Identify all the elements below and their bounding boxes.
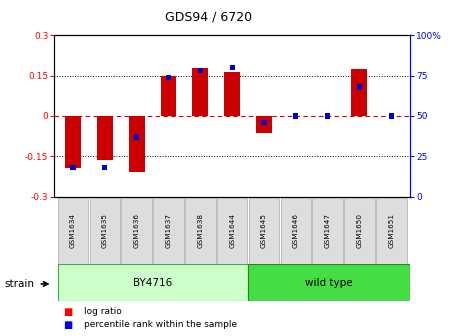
Text: GSM1637: GSM1637 xyxy=(166,213,172,249)
Text: GSM1651: GSM1651 xyxy=(388,213,394,249)
Bar xyxy=(134,134,139,139)
Text: strain: strain xyxy=(5,279,35,289)
Text: GSM1645: GSM1645 xyxy=(261,213,267,249)
Text: BY4716: BY4716 xyxy=(133,278,173,288)
Bar xyxy=(376,198,407,264)
Bar xyxy=(102,165,107,170)
Bar xyxy=(230,65,234,70)
Bar xyxy=(256,116,272,133)
Bar xyxy=(293,113,298,119)
Bar xyxy=(90,198,120,264)
Text: GSM1635: GSM1635 xyxy=(102,213,108,249)
Bar xyxy=(70,165,76,170)
Bar xyxy=(97,116,113,160)
Bar xyxy=(389,113,394,119)
Text: GSM1646: GSM1646 xyxy=(293,213,299,249)
Text: wild type: wild type xyxy=(305,278,353,288)
Bar xyxy=(65,116,81,168)
Bar xyxy=(160,76,176,116)
Bar xyxy=(351,70,367,116)
Bar xyxy=(249,198,279,264)
Bar xyxy=(58,264,248,301)
Text: GSM1636: GSM1636 xyxy=(134,213,140,249)
Bar xyxy=(357,84,362,90)
Text: log ratio: log ratio xyxy=(84,307,122,316)
Bar xyxy=(248,264,410,301)
Text: GSM1634: GSM1634 xyxy=(70,213,76,249)
Text: percentile rank within the sample: percentile rank within the sample xyxy=(84,321,237,329)
Bar xyxy=(192,68,208,116)
Bar xyxy=(129,116,144,172)
Text: GSM1647: GSM1647 xyxy=(325,213,331,249)
Bar xyxy=(121,198,152,264)
Text: GSM1638: GSM1638 xyxy=(197,213,204,249)
Bar xyxy=(344,198,375,264)
Bar xyxy=(261,120,266,125)
Bar xyxy=(166,75,171,80)
Text: ■: ■ xyxy=(63,307,73,317)
Bar xyxy=(224,72,240,116)
Bar xyxy=(153,198,184,264)
Bar xyxy=(312,198,343,264)
Text: GDS94 / 6720: GDS94 / 6720 xyxy=(165,10,252,23)
Text: ■: ■ xyxy=(63,320,73,330)
Text: GSM1644: GSM1644 xyxy=(229,213,235,249)
Bar xyxy=(185,198,216,264)
Bar xyxy=(325,113,330,119)
Bar xyxy=(198,68,203,74)
Text: GSM1650: GSM1650 xyxy=(356,213,363,249)
Bar xyxy=(217,198,248,264)
Bar xyxy=(58,198,88,264)
Bar xyxy=(280,198,311,264)
